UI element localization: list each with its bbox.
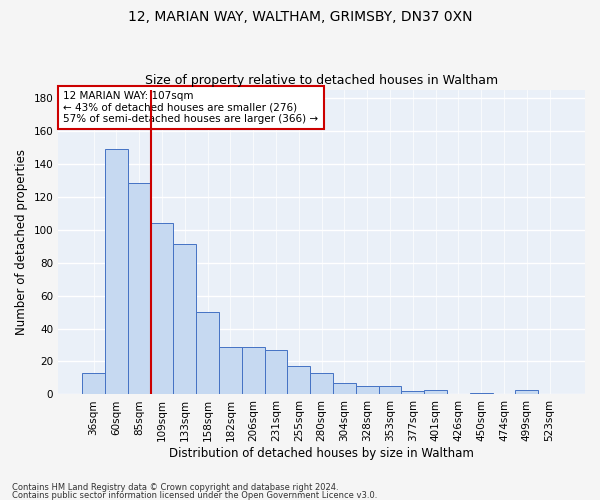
Y-axis label: Number of detached properties: Number of detached properties: [15, 149, 28, 335]
Bar: [310, 373, 333, 394]
Bar: [196, 312, 219, 394]
Bar: [82, 373, 105, 394]
Bar: [287, 366, 310, 394]
Bar: [265, 350, 287, 395]
Bar: [401, 391, 424, 394]
Bar: [356, 386, 379, 394]
Bar: [424, 390, 447, 394]
Text: Contains HM Land Registry data © Crown copyright and database right 2024.: Contains HM Land Registry data © Crown c…: [12, 484, 338, 492]
Bar: [470, 393, 493, 394]
Bar: [242, 346, 265, 395]
Bar: [151, 223, 173, 394]
X-axis label: Distribution of detached houses by size in Waltham: Distribution of detached houses by size …: [169, 447, 474, 460]
Bar: [128, 184, 151, 394]
Bar: [173, 244, 196, 394]
Bar: [219, 346, 242, 395]
Bar: [515, 390, 538, 394]
Text: 12 MARIAN WAY: 107sqm
← 43% of detached houses are smaller (276)
57% of semi-det: 12 MARIAN WAY: 107sqm ← 43% of detached …: [64, 91, 319, 124]
Bar: [379, 386, 401, 394]
Text: 12, MARIAN WAY, WALTHAM, GRIMSBY, DN37 0XN: 12, MARIAN WAY, WALTHAM, GRIMSBY, DN37 0…: [128, 10, 472, 24]
Bar: [105, 149, 128, 394]
Text: Contains public sector information licensed under the Open Government Licence v3: Contains public sector information licen…: [12, 490, 377, 500]
Bar: [333, 383, 356, 394]
Title: Size of property relative to detached houses in Waltham: Size of property relative to detached ho…: [145, 74, 498, 87]
